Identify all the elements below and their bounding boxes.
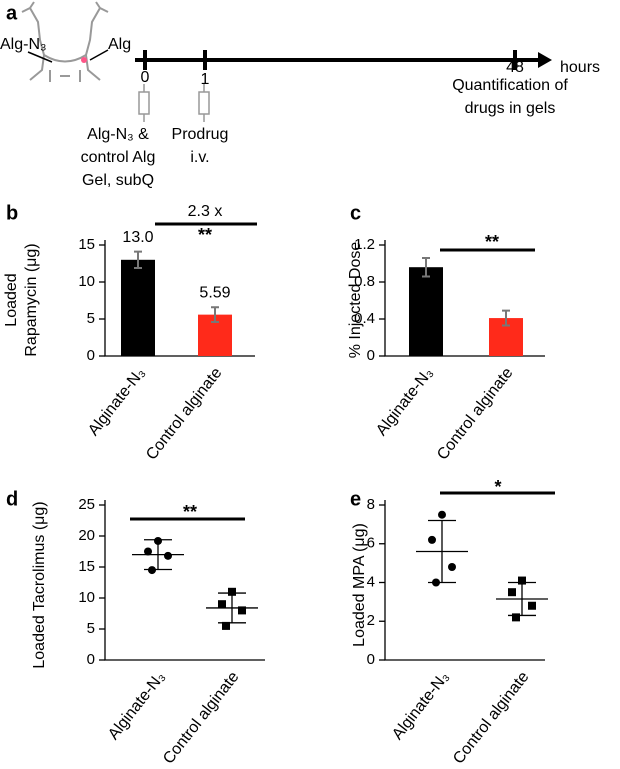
data-point: [448, 563, 456, 571]
data-point: [228, 587, 236, 596]
y-tick-label: 0: [367, 651, 375, 668]
y-tick-label: 15: [78, 236, 95, 253]
y-tick-label: 1.2: [354, 236, 375, 253]
y-tick-label: 0: [87, 651, 95, 668]
x-tick-label: Control alginate: [143, 365, 225, 464]
site-label: Alg-N₃: [0, 36, 47, 53]
timeline-tick-label: 1: [201, 71, 210, 88]
data-point: [432, 578, 440, 587]
data-point: [238, 606, 246, 615]
y-tick-label: 0.8: [354, 273, 375, 290]
pointer: [89, 49, 109, 61]
x-tick-label: Control alginate: [450, 669, 532, 768]
y-axis-label: Loaded Tacrolimus (μg): [31, 501, 48, 668]
error-bar: [211, 306, 219, 324]
data-point: [144, 547, 152, 556]
y-tick-label: 0: [87, 347, 95, 364]
value-label: 13.0: [122, 229, 153, 246]
annotation: 2.3 x: [188, 203, 223, 220]
data-point: [148, 566, 156, 575]
site-label: Alg: [108, 36, 131, 53]
y-tick-label: 2: [367, 612, 375, 629]
y-tick-label: 25: [78, 496, 95, 513]
value-label: 5.59: [199, 284, 230, 301]
step-label: i.v.: [190, 149, 209, 166]
y-axis-label: % Injected Dose: [347, 242, 364, 359]
panel-letter: e: [350, 488, 361, 510]
timeline-tick-label: 48: [506, 59, 524, 76]
timeline-unit: hours: [560, 59, 600, 76]
x-tick-label: Control alginate: [434, 365, 516, 464]
step-label: control Alg: [81, 149, 156, 166]
injection-site: [81, 57, 87, 63]
step-label: drugs in gels: [465, 100, 556, 117]
error-bar: [134, 250, 142, 269]
step-label: Quantification of: [452, 77, 568, 94]
axes: [104, 500, 265, 661]
data-point: [154, 536, 162, 545]
timeline-arrow: [538, 52, 552, 68]
y-tick-label: 15: [78, 558, 95, 575]
pointer: [27, 51, 53, 63]
panel-letter: d: [6, 488, 18, 510]
y-tick-label: 8: [367, 496, 375, 513]
y-tick-label: 10: [78, 273, 95, 290]
x-tick-label: Control alginate: [160, 669, 242, 768]
step-label: Alg-N₃ &: [87, 126, 149, 143]
data-point: [218, 600, 226, 609]
annotation: **: [198, 225, 212, 245]
y-tick-label: 20: [78, 527, 95, 544]
panel-letter: b: [6, 202, 18, 224]
annotation: **: [485, 232, 499, 252]
y-tick-label: 4: [367, 573, 375, 590]
timeline-tick-label: 0: [141, 69, 150, 86]
data-point: [438, 510, 446, 519]
panel-letter: a: [6, 2, 18, 24]
data-point: [428, 535, 436, 544]
y-tick-label: 10: [78, 589, 95, 606]
data-point: [508, 588, 516, 597]
error-bar: [502, 309, 510, 327]
x-tick-label: Alginate-N₃: [85, 365, 148, 439]
y-tick-label: 5: [87, 310, 95, 327]
mouse-icon: [21, 1, 109, 82]
data-point: [512, 613, 520, 622]
annotation: *: [494, 477, 501, 497]
data-point: [164, 551, 172, 560]
step-label: Gel, subQ: [82, 172, 154, 189]
bar: [121, 259, 155, 356]
panel-letter: c: [350, 202, 361, 224]
y-tick-label: 0.4: [354, 310, 375, 327]
y-tick-label: 0: [367, 347, 375, 364]
x-tick-label: Alginate-N₃: [105, 669, 168, 743]
y-tick-label: 6: [367, 535, 375, 552]
error-bar: [422, 256, 430, 278]
y-axis-label: Loaded: [3, 273, 20, 326]
data-point: [528, 601, 536, 610]
x-tick-label: Alginate-N₃: [373, 365, 436, 439]
data-point: [518, 576, 526, 585]
syringe: [138, 84, 210, 122]
bar: [409, 267, 443, 356]
y-axis-label: Loaded MPA (μg): [351, 523, 368, 647]
x-tick-label: Alginate-N₃: [389, 669, 452, 743]
y-axis-label: Rapamycin (μg): [23, 243, 40, 356]
data-point: [222, 621, 230, 630]
annotation: **: [183, 502, 197, 522]
step-label: Prodrug: [172, 126, 229, 143]
y-tick-label: 5: [87, 620, 95, 637]
